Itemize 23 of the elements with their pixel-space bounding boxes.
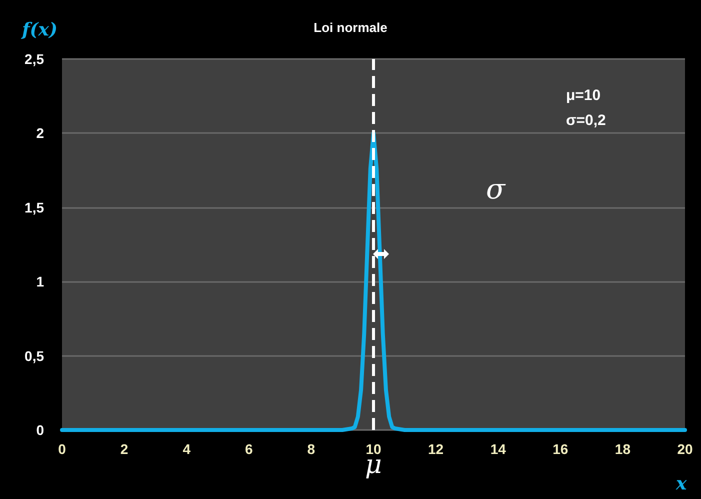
annotation: σ <box>486 172 506 206</box>
annotation: μ=10 <box>566 87 601 104</box>
x-tick-label: 14 <box>490 441 506 457</box>
x-tick-label: 0 <box>58 441 66 457</box>
y-tick-label: 1 <box>36 274 44 290</box>
x-tick-label: 20 <box>677 441 693 457</box>
y-tick-label: 1,5 <box>24 199 44 216</box>
y-tick-label: 2 <box>36 125 44 142</box>
x-tick-label: 2 <box>120 441 128 457</box>
x-tick-label: 6 <box>245 441 253 457</box>
annotation: σ=0,2 <box>566 112 606 129</box>
x-tick-label: 4 <box>182 441 191 457</box>
y-tick-label: 2,5 <box>24 51 44 67</box>
chart-title: Loi normale <box>314 20 388 35</box>
y-tick-label: 0,5 <box>24 348 44 364</box>
x-tick-label: 8 <box>307 441 316 457</box>
y-tick-label: 0 <box>36 422 44 438</box>
x-axis-title: x <box>675 474 687 494</box>
x-tick-label: 16 <box>552 441 568 457</box>
x-tick-label: 18 <box>614 441 631 457</box>
x-tick-label: 12 <box>428 441 444 457</box>
y-axis-title: f(x) <box>20 20 58 40</box>
line-series <box>60 131 687 432</box>
